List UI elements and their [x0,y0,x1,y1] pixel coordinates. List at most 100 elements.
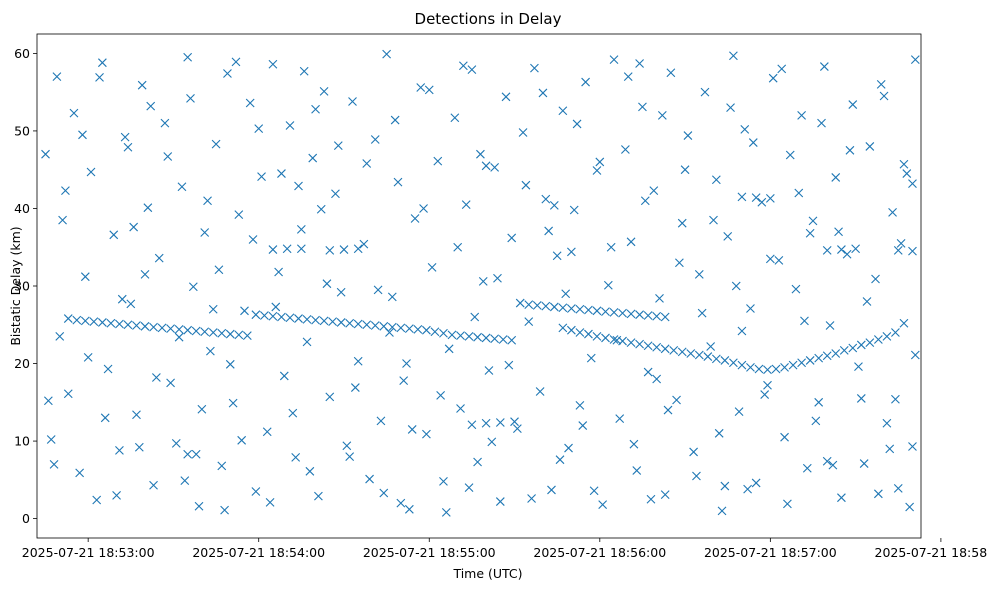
data-point [174,325,184,334]
data-point [885,444,895,454]
data-point [839,345,849,355]
data-point [439,477,448,486]
data-point [811,416,821,426]
data-point [348,97,357,106]
x-axis: 2025-07-21 18:53:00 2025-07-21 18:54:00 20… [22,538,988,560]
data-point [822,456,832,466]
data-point [888,207,897,217]
data-point [157,323,167,333]
x-tick-label: 2025-07-21 18:58:00 [875,545,988,560]
data-point [120,132,130,142]
data-point [814,353,824,363]
data-point [535,387,545,396]
data-point [609,307,619,317]
data-point [882,332,892,341]
data-point [217,328,227,338]
data-point [882,418,892,428]
data-point [660,312,670,322]
data-point [612,335,622,345]
data-point [271,302,281,312]
data-point [277,169,286,178]
data-point [592,332,602,341]
data-point [657,111,667,120]
data-point [794,188,804,198]
data-point [655,294,664,303]
data-point [353,356,363,366]
data-point [416,83,426,92]
data-point [58,215,67,225]
data-point [584,329,593,339]
data-point [711,354,721,364]
data-point [166,324,175,334]
data-point [444,344,454,354]
data-point [106,318,116,328]
data-point [382,49,392,59]
x-tick-label: 2025-07-21 18:53:00 [22,545,155,560]
data-point [541,194,551,204]
data-point [103,364,113,374]
x-axis-title: Time (UTC) [452,566,522,581]
data-point [55,332,65,341]
data-point [467,420,477,430]
data-point [765,254,775,264]
data-point [660,490,670,499]
data-point [899,159,909,169]
data-point [663,405,673,415]
data-point [623,72,633,82]
data-point [737,192,747,202]
data-point [521,180,531,190]
data-point [461,200,471,209]
data-point [345,318,355,328]
data-point [771,364,781,374]
data-point [626,338,636,347]
data-point [476,149,485,159]
data-point [763,380,772,390]
data-point [183,325,193,335]
data-point [89,317,99,327]
y-tick-label: 0 [22,511,30,526]
data-point [547,485,556,495]
data-point [294,181,303,191]
data-point [720,481,730,491]
data-point [63,314,73,323]
data-point [78,130,87,140]
data-point [910,350,920,360]
data-point [63,389,73,399]
data-point [777,64,787,74]
data-point [203,196,212,206]
data-point [581,77,590,87]
data-point [541,301,551,311]
data-point [640,196,650,206]
data-point [336,287,346,297]
data-point [731,281,741,291]
data-point [470,312,480,322]
data-point [572,119,582,129]
data-point [635,59,644,68]
data-point [575,328,585,337]
data-point [507,233,517,243]
data-point [151,373,161,382]
data-point [737,326,747,336]
data-point [353,244,363,254]
data-point [200,327,210,337]
data-point [441,508,451,517]
data-point [52,72,62,82]
data-point [225,359,235,369]
data-point [689,447,698,457]
data-point [555,455,565,465]
data-point [146,101,156,111]
data-point [558,323,568,333]
data-point [703,352,713,361]
data-point [871,274,880,284]
x-tick-label: 2025-07-21 18:57:00 [704,545,837,560]
data-point [709,215,718,225]
data-point [780,432,789,442]
data-point [746,363,755,372]
data-point [834,227,843,237]
chart-title: Detections in Delay [415,10,562,28]
data-point [595,157,605,167]
data-point [80,272,90,282]
data-point [97,318,107,327]
data-point [527,494,536,503]
data-point [160,118,170,128]
